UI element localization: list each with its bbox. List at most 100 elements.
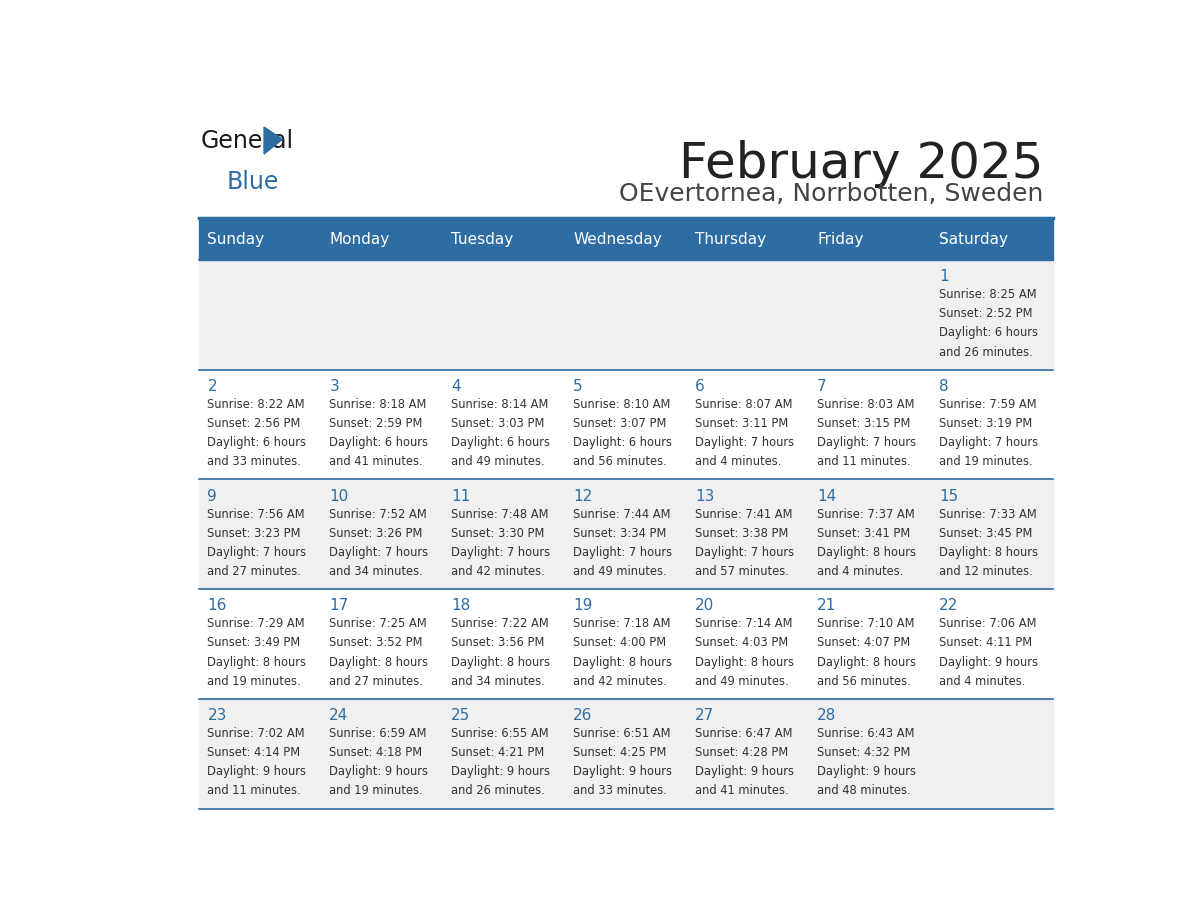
- Text: Daylight: 9 hours: Daylight: 9 hours: [329, 766, 429, 778]
- Text: and 34 minutes.: and 34 minutes.: [329, 565, 423, 578]
- Text: Sunrise: 7:56 AM: Sunrise: 7:56 AM: [208, 508, 305, 521]
- Text: Sunset: 4:11 PM: Sunset: 4:11 PM: [939, 636, 1032, 650]
- Text: 6: 6: [695, 379, 704, 394]
- Text: Sunset: 3:19 PM: Sunset: 3:19 PM: [939, 417, 1032, 430]
- Text: and 49 minutes.: and 49 minutes.: [695, 675, 789, 688]
- Text: Daylight: 6 hours: Daylight: 6 hours: [451, 436, 550, 449]
- Text: 21: 21: [817, 599, 836, 613]
- Text: Sunrise: 7:25 AM: Sunrise: 7:25 AM: [329, 618, 428, 631]
- Text: Daylight: 7 hours: Daylight: 7 hours: [329, 546, 429, 559]
- Text: Daylight: 8 hours: Daylight: 8 hours: [695, 655, 794, 668]
- Text: Daylight: 8 hours: Daylight: 8 hours: [939, 546, 1038, 559]
- Text: and 49 minutes.: and 49 minutes.: [573, 565, 666, 578]
- Text: Sunset: 4:03 PM: Sunset: 4:03 PM: [695, 636, 789, 650]
- Bar: [200, 589, 1053, 699]
- Text: Sunrise: 7:18 AM: Sunrise: 7:18 AM: [573, 618, 671, 631]
- Bar: [565, 219, 687, 260]
- Text: and 33 minutes.: and 33 minutes.: [573, 784, 668, 798]
- Text: Sunset: 4:32 PM: Sunset: 4:32 PM: [817, 746, 910, 759]
- Text: Sunset: 2:52 PM: Sunset: 2:52 PM: [939, 308, 1032, 320]
- Text: Sunrise: 8:22 AM: Sunrise: 8:22 AM: [208, 398, 305, 411]
- Text: Sunset: 3:26 PM: Sunset: 3:26 PM: [329, 527, 423, 540]
- Text: Daylight: 7 hours: Daylight: 7 hours: [573, 546, 672, 559]
- Text: Wednesday: Wednesday: [573, 232, 662, 247]
- Text: and 4 minutes.: and 4 minutes.: [695, 455, 782, 468]
- Text: Sunrise: 6:47 AM: Sunrise: 6:47 AM: [695, 727, 792, 740]
- Text: Sunset: 3:52 PM: Sunset: 3:52 PM: [329, 636, 423, 650]
- Text: February 2025: February 2025: [678, 140, 1043, 188]
- Text: Friday: Friday: [817, 232, 864, 247]
- Text: Blue: Blue: [227, 170, 279, 194]
- Text: 26: 26: [573, 708, 593, 723]
- Bar: [321, 219, 443, 260]
- Bar: [200, 219, 321, 260]
- Text: 16: 16: [208, 599, 227, 613]
- Text: and 11 minutes.: and 11 minutes.: [208, 784, 301, 798]
- Text: Sunset: 3:56 PM: Sunset: 3:56 PM: [451, 636, 544, 650]
- Text: 4: 4: [451, 379, 461, 394]
- Text: Saturday: Saturday: [939, 232, 1007, 247]
- Text: and 56 minutes.: and 56 minutes.: [817, 675, 911, 688]
- Text: and 41 minutes.: and 41 minutes.: [329, 455, 423, 468]
- Text: Sunset: 3:11 PM: Sunset: 3:11 PM: [695, 417, 789, 430]
- Text: Sunrise: 7:02 AM: Sunrise: 7:02 AM: [208, 727, 305, 740]
- Text: and 12 minutes.: and 12 minutes.: [939, 565, 1032, 578]
- Text: 25: 25: [451, 708, 470, 723]
- Text: Daylight: 9 hours: Daylight: 9 hours: [208, 766, 307, 778]
- Text: Sunday: Sunday: [208, 232, 265, 247]
- Text: Sunrise: 7:59 AM: Sunrise: 7:59 AM: [939, 398, 1037, 411]
- Text: Sunrise: 8:14 AM: Sunrise: 8:14 AM: [451, 398, 549, 411]
- Text: 10: 10: [329, 488, 348, 504]
- Text: Sunset: 4:25 PM: Sunset: 4:25 PM: [573, 746, 666, 759]
- Text: and 56 minutes.: and 56 minutes.: [573, 455, 666, 468]
- Bar: [809, 219, 930, 260]
- Bar: [930, 219, 1053, 260]
- Text: Daylight: 7 hours: Daylight: 7 hours: [451, 546, 550, 559]
- Text: Sunset: 3:03 PM: Sunset: 3:03 PM: [451, 417, 544, 430]
- Text: and 42 minutes.: and 42 minutes.: [573, 675, 666, 688]
- Text: and 48 minutes.: and 48 minutes.: [817, 784, 911, 798]
- Text: Daylight: 7 hours: Daylight: 7 hours: [817, 436, 916, 449]
- Text: Sunset: 3:30 PM: Sunset: 3:30 PM: [451, 527, 544, 540]
- Text: and 19 minutes.: and 19 minutes.: [329, 784, 423, 798]
- Text: Sunrise: 7:22 AM: Sunrise: 7:22 AM: [451, 618, 549, 631]
- Text: Daylight: 9 hours: Daylight: 9 hours: [695, 766, 794, 778]
- Text: Sunrise: 7:41 AM: Sunrise: 7:41 AM: [695, 508, 792, 521]
- Text: Sunrise: 7:48 AM: Sunrise: 7:48 AM: [451, 508, 549, 521]
- Text: 13: 13: [695, 488, 714, 504]
- Text: Sunrise: 7:33 AM: Sunrise: 7:33 AM: [939, 508, 1037, 521]
- Text: Sunset: 3:49 PM: Sunset: 3:49 PM: [208, 636, 301, 650]
- Text: and 33 minutes.: and 33 minutes.: [208, 455, 302, 468]
- Text: Sunrise: 6:59 AM: Sunrise: 6:59 AM: [329, 727, 426, 740]
- Text: Daylight: 6 hours: Daylight: 6 hours: [939, 327, 1038, 340]
- Text: 1: 1: [939, 269, 948, 285]
- Text: Daylight: 8 hours: Daylight: 8 hours: [451, 655, 550, 668]
- Text: Sunrise: 6:51 AM: Sunrise: 6:51 AM: [573, 727, 671, 740]
- Text: Sunrise: 8:03 AM: Sunrise: 8:03 AM: [817, 398, 915, 411]
- Text: 22: 22: [939, 599, 959, 613]
- Text: and 11 minutes.: and 11 minutes.: [817, 455, 911, 468]
- Text: 17: 17: [329, 599, 348, 613]
- Text: and 26 minutes.: and 26 minutes.: [939, 345, 1032, 359]
- Text: Daylight: 7 hours: Daylight: 7 hours: [695, 436, 795, 449]
- Text: 12: 12: [573, 488, 593, 504]
- Text: Sunrise: 7:44 AM: Sunrise: 7:44 AM: [573, 508, 671, 521]
- Text: Daylight: 7 hours: Daylight: 7 hours: [208, 546, 307, 559]
- Text: 2: 2: [208, 379, 217, 394]
- Text: 11: 11: [451, 488, 470, 504]
- Bar: [687, 219, 809, 260]
- Text: Sunrise: 6:55 AM: Sunrise: 6:55 AM: [451, 727, 549, 740]
- Text: Sunset: 3:07 PM: Sunset: 3:07 PM: [573, 417, 666, 430]
- Text: 5: 5: [573, 379, 583, 394]
- Text: Sunrise: 7:10 AM: Sunrise: 7:10 AM: [817, 618, 915, 631]
- Text: Monday: Monday: [329, 232, 390, 247]
- Text: Sunrise: 6:43 AM: Sunrise: 6:43 AM: [817, 727, 915, 740]
- Text: and 42 minutes.: and 42 minutes.: [451, 565, 545, 578]
- Text: Sunset: 2:59 PM: Sunset: 2:59 PM: [329, 417, 423, 430]
- Bar: [200, 370, 1053, 479]
- Text: Sunset: 3:38 PM: Sunset: 3:38 PM: [695, 527, 789, 540]
- Text: Thursday: Thursday: [695, 232, 766, 247]
- Text: Daylight: 9 hours: Daylight: 9 hours: [939, 655, 1038, 668]
- Text: 20: 20: [695, 599, 714, 613]
- Bar: [200, 699, 1053, 809]
